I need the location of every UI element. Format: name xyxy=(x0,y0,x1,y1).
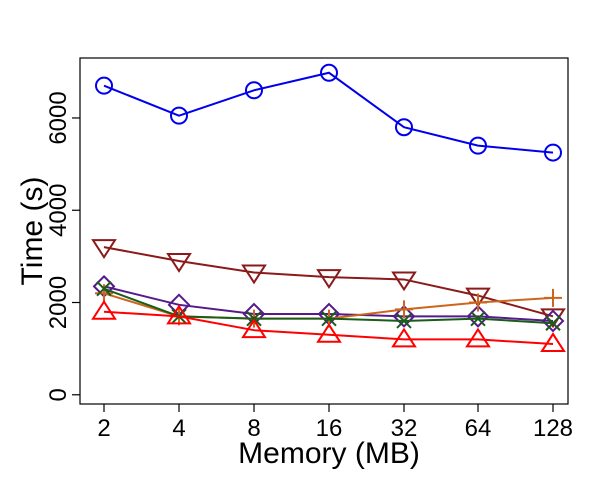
x-tick-label: 32 xyxy=(391,415,418,442)
data-point-circle xyxy=(469,136,487,155)
data-point-triangle-down xyxy=(465,287,491,308)
data-point-plus xyxy=(544,288,562,307)
data-point-triangle-down xyxy=(166,252,192,273)
data-point-plus xyxy=(395,300,413,319)
series-line xyxy=(103,71,554,154)
y-tick-label: 4000 xyxy=(45,184,72,237)
data-point-circle xyxy=(245,81,263,100)
data-point-triangle-down xyxy=(391,271,417,292)
x-tick-label: 128 xyxy=(533,415,573,442)
data-point-circle xyxy=(395,118,413,137)
data-point-circle xyxy=(95,76,113,95)
data-point-circle xyxy=(170,106,188,125)
y-tick-label: 2000 xyxy=(45,276,72,329)
data-point-circle xyxy=(320,63,338,82)
plot-frame xyxy=(79,57,569,405)
series-triangle-up xyxy=(91,299,566,353)
data-point-triangle-up xyxy=(91,299,117,320)
x-tick-label: 64 xyxy=(465,415,492,442)
data-point-plus xyxy=(469,293,487,312)
data-point-cross xyxy=(470,310,486,327)
x-axis-title: Memory (MB) xyxy=(238,437,420,470)
y-axis: 0 2000 4000 6000 xyxy=(45,91,80,401)
series-layer xyxy=(91,63,566,353)
x-tick-label: 4 xyxy=(172,415,185,442)
x-tick-label: 16 xyxy=(316,415,343,442)
series-line xyxy=(103,310,554,346)
data-point-triangle-up xyxy=(540,332,566,353)
data-point-triangle-up xyxy=(391,327,417,348)
data-point-cross xyxy=(96,280,112,297)
y-tick-label: 6000 xyxy=(45,91,72,144)
y-tick-label: 0 xyxy=(45,388,72,401)
data-point-triangle-up xyxy=(465,327,491,348)
data-point-triangle-up xyxy=(316,322,342,343)
data-point-triangle-down xyxy=(241,264,267,285)
data-point-circle xyxy=(544,143,562,162)
data-point-diamond xyxy=(392,304,416,328)
y-axis-title: Time (s) xyxy=(16,177,49,286)
data-point-triangle-up xyxy=(166,304,192,325)
x-tick-label: 2 xyxy=(97,415,110,442)
series-circle xyxy=(95,63,562,162)
data-point-triangle-up xyxy=(241,318,267,339)
data-point-cross xyxy=(545,315,561,331)
x-tick-label: 8 xyxy=(247,415,260,442)
data-point-triangle-down xyxy=(91,239,117,259)
data-point-triangle-down xyxy=(316,269,342,289)
x-axis: 2 4 8 16 32 64 128 xyxy=(97,404,573,442)
data-point-cross xyxy=(321,310,337,327)
data-point-cross xyxy=(396,313,412,329)
series-plus xyxy=(95,284,562,328)
